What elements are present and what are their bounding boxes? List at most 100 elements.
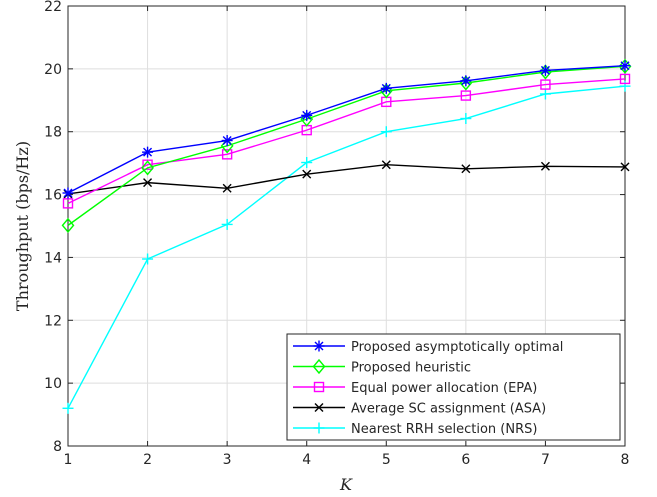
series-line	[67, 164, 626, 195]
x-marker-stroke	[143, 178, 153, 188]
legend-swatch-marker	[314, 403, 324, 412]
x-tick-label: 6	[461, 452, 470, 468]
square-marker-shape	[313, 381, 325, 393]
legend-swatch-marker	[313, 340, 325, 352]
x-marker-stroke	[381, 160, 391, 170]
diamond-marker-shape	[61, 217, 75, 233]
x-tick-label: 8	[621, 452, 630, 468]
data-point	[539, 88, 551, 100]
plot-frame	[67, 5, 626, 447]
x-tick-label: 2	[143, 452, 152, 468]
asterisk-marker-stroke	[461, 76, 471, 86]
y-tick-label: 20	[44, 62, 62, 78]
y-tick-label: 14	[44, 250, 62, 266]
legend-entry: Equal power allocation (EPA)	[293, 381, 537, 396]
data-point	[221, 135, 233, 147]
legend-label: Proposed heuristic	[351, 361, 471, 376]
data-point	[222, 183, 232, 193]
x-tick-label: 1	[64, 452, 73, 468]
data-point	[539, 64, 551, 76]
data-point	[460, 90, 472, 101]
series-4	[63, 160, 630, 199]
series-1	[62, 60, 631, 199]
legend-entry: Proposed asymptotically optimal	[293, 340, 563, 355]
series-5	[62, 80, 631, 414]
series-layer	[61, 58, 632, 414]
x-marker-stroke	[461, 164, 471, 174]
data-point	[142, 253, 154, 265]
data-point	[380, 126, 392, 138]
y-tick-label: 18	[44, 125, 62, 141]
data-point	[540, 161, 550, 171]
asterisk-marker-stroke	[540, 65, 550, 75]
diamond-marker-shape	[141, 160, 154, 176]
data-point	[380, 82, 392, 94]
data-point	[62, 187, 74, 199]
y-tick-label: 22	[44, 0, 62, 15]
series-line	[67, 65, 626, 226]
square-marker-shape	[221, 149, 233, 160]
legend-label: Equal power allocation (EPA)	[351, 381, 537, 396]
square-marker-shape	[460, 90, 472, 101]
data-point	[221, 149, 233, 160]
asterisk-marker-stroke	[620, 61, 630, 71]
x-tick-label: 3	[223, 452, 232, 468]
x-tick-label: 4	[302, 452, 311, 468]
y-tick-label: 16	[44, 188, 62, 204]
x-marker-stroke	[222, 183, 232, 193]
data-point	[62, 198, 74, 209]
data-point	[619, 80, 631, 92]
legend-swatch-marker	[313, 422, 325, 434]
data-point	[221, 218, 233, 230]
data-point	[381, 160, 391, 170]
square-marker-shape	[142, 159, 153, 170]
y-tick-label: 12	[44, 313, 62, 329]
square-marker-shape	[62, 198, 74, 209]
asterisk-marker-stroke	[302, 110, 312, 120]
data-point	[143, 178, 153, 188]
legend-label: Nearest RRH selection (NRS)	[351, 422, 537, 437]
asterisk-marker-stroke	[63, 188, 73, 198]
series-line	[67, 65, 626, 194]
legend: Proposed asymptotically optimal Proposed …	[286, 333, 621, 441]
data-point	[62, 402, 74, 414]
asterisk-marker-stroke	[143, 147, 153, 157]
asterisk-marker-stroke	[381, 83, 391, 93]
legend-entry: Nearest RRH selection (NRS)	[293, 422, 537, 437]
legend-swatch-marker	[313, 381, 325, 393]
data-point	[302, 169, 312, 179]
x-tick-label: 5	[382, 452, 391, 468]
data-point	[460, 75, 472, 87]
data-point	[142, 146, 154, 158]
series-line	[67, 78, 626, 205]
data-point	[460, 113, 472, 125]
asterisk-marker-stroke	[222, 136, 232, 146]
diamond-marker-shape	[618, 58, 632, 74]
data-point	[619, 60, 631, 72]
square-marker-shape	[540, 79, 551, 90]
legend-label: Proposed asymptotically optimal	[351, 340, 563, 355]
x-axis-label: K	[339, 475, 353, 494]
series-line	[67, 85, 626, 409]
data-point	[142, 159, 153, 170]
legend-swatch-marker	[312, 358, 326, 375]
x-marker-stroke	[540, 161, 550, 171]
asterisk-marker-stroke	[314, 341, 324, 351]
data-point	[461, 164, 471, 174]
x-marker-stroke	[314, 403, 324, 412]
legend-label: Average SC assignment (ASA)	[351, 402, 546, 417]
legend-entry: Average SC assignment (ASA)	[293, 402, 546, 417]
legend-entry: Proposed heuristic	[293, 358, 471, 376]
data-point	[540, 79, 551, 90]
x-tick-label: 7	[541, 452, 550, 468]
x-marker-stroke	[620, 162, 630, 172]
data-point	[301, 157, 313, 169]
y-tick-label: 10	[44, 376, 62, 392]
y-axis-label: Throughput (bps/Hz)	[13, 141, 32, 311]
data-point	[301, 109, 313, 121]
square-marker-shape	[619, 73, 631, 85]
data-point	[618, 58, 632, 74]
data-point	[619, 73, 631, 85]
